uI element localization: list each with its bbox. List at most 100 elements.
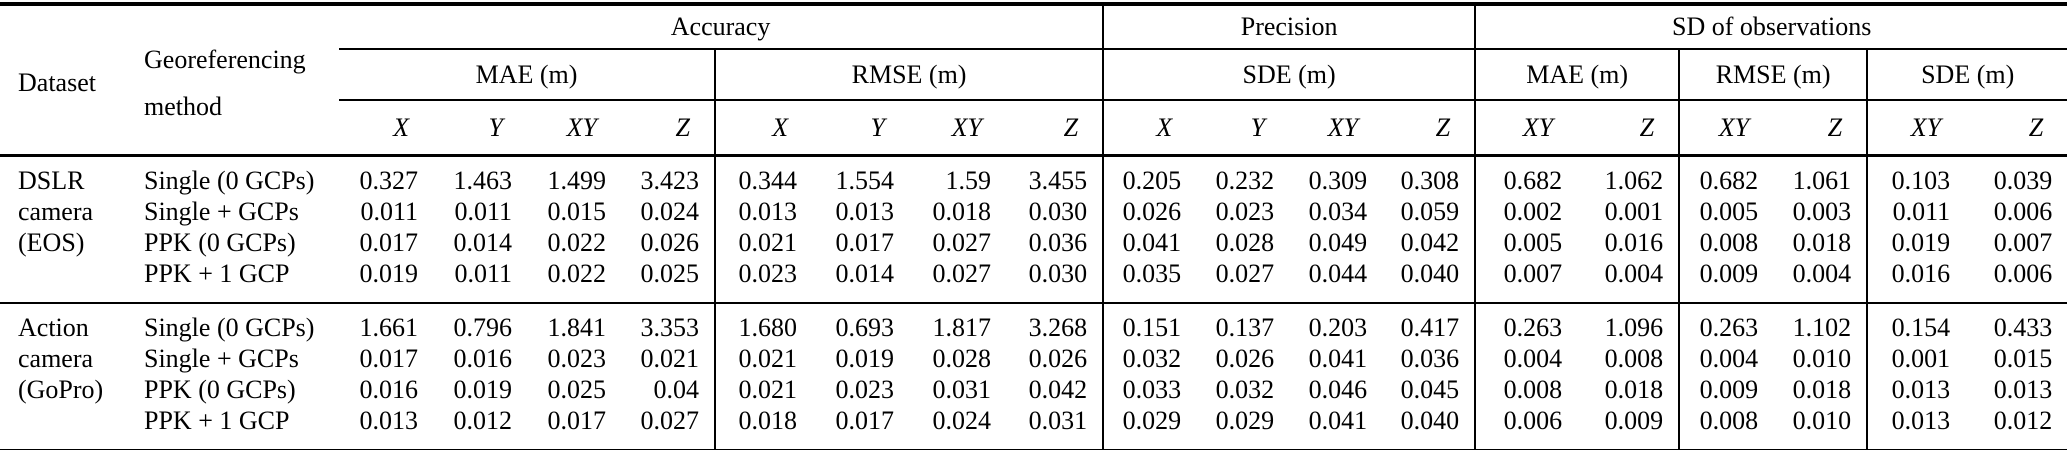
value-cell: 0.008: [1474, 374, 1578, 405]
value-cell: 0.041: [1102, 227, 1197, 258]
table-row: PPK + 1 GCP 0.019 0.011 0.022 0.025 0.023 0.01…: [0, 258, 2067, 303]
value-cell: 0.029: [1215, 406, 1275, 435]
value-cell: 0.006: [1474, 405, 1578, 450]
axis-header: Z: [621, 100, 715, 157]
axis-header: Z: [1006, 100, 1104, 157]
value-cell: 0.008: [1604, 344, 1664, 373]
axis-header: Z: [1382, 100, 1476, 157]
value-cell: 1.661: [339, 302, 433, 343]
value-cell: 0.003: [1792, 197, 1852, 226]
value-cell: 0.005: [1678, 196, 1774, 227]
axis-header: Z: [1965, 100, 2067, 157]
value-cell: 0.327: [359, 166, 419, 195]
value-cell: 0.030: [1028, 197, 1088, 226]
value-cell: 0.011: [360, 197, 418, 226]
value-cell: 0.035: [1102, 258, 1197, 303]
axis-header: Y: [812, 100, 909, 157]
value-cell: 0.017: [835, 406, 895, 435]
value-cell: 0.016: [1866, 258, 1966, 303]
value-cell: 0.036: [1400, 344, 1460, 373]
axis-header: XY: [909, 100, 1006, 157]
table-row: DSLR Single (0 GCPs) 0.327 1.463 1.499 3.423 0…: [0, 155, 2067, 196]
value-cell: 0.059: [1400, 197, 1460, 226]
value-cell: 0.028: [1215, 228, 1275, 257]
value-cell: 0.028: [932, 344, 992, 373]
dataset-label: DSLR: [18, 166, 85, 195]
value-cell: 0.004: [1678, 343, 1774, 374]
method-label: Single (0 GCPs): [144, 166, 315, 195]
dataset-label: [0, 258, 112, 303]
value-cell: 3.423: [640, 166, 700, 195]
axis-header: XY: [527, 100, 621, 157]
table-row: camera Single + GCPs 0.017 0.016 0.023 0.021 0…: [0, 343, 2067, 374]
value-cell: 0.023: [835, 375, 895, 404]
value-cell: 0.017: [359, 228, 419, 257]
value-cell: 0.344: [714, 155, 812, 196]
value-cell: 0.017: [547, 406, 607, 435]
value-cell: 0.263: [1474, 302, 1578, 343]
dataset-label: [0, 405, 112, 450]
value-cell: 0.024: [640, 197, 700, 226]
value-cell: 0.039: [1993, 166, 2053, 195]
value-cell: 0.004: [1792, 259, 1852, 288]
method-label: PPK + 1 GCP: [144, 406, 290, 435]
method-label: Single (0 GCPs): [112, 302, 339, 343]
value-cell: 0.030: [1028, 259, 1088, 288]
value-cell: 0.011: [454, 259, 512, 288]
method-header-line1: Georeferencing: [144, 44, 306, 74]
dataset-label: camera: [18, 197, 94, 226]
value-cell: 0.009: [1678, 374, 1774, 405]
value-cell: 0.024: [932, 406, 992, 435]
col-header-method: Georeferencing method: [112, 4, 339, 157]
value-cell: 0.012: [1993, 406, 2053, 435]
value-cell: 0.013: [1993, 375, 2053, 404]
value-cell: 0.009: [1604, 406, 1664, 435]
value-cell: 0.682: [1474, 155, 1578, 196]
value-cell: 0.004: [1604, 259, 1664, 288]
value-cell: 0.019: [835, 344, 895, 373]
value-cell: 0.433: [1965, 302, 2067, 343]
value-cell: 0.010: [1792, 344, 1852, 373]
value-cell: 0.019: [359, 259, 419, 288]
value-cell: 0.029: [1102, 405, 1197, 450]
value-cell: 0.151: [1102, 302, 1197, 343]
value-cell: 0.046: [1308, 375, 1368, 404]
value-cell: 0.013: [359, 406, 419, 435]
value-cell: 0.682: [1678, 155, 1774, 196]
value-cell: 0.018: [1604, 375, 1664, 404]
value-cell: 0.009: [1678, 258, 1774, 303]
subheader-precision-sde: SDE (m): [1102, 49, 1476, 101]
dataset-label: (GoPro): [18, 375, 104, 404]
value-cell: 0.012: [453, 406, 513, 435]
method-header-line2: method: [144, 91, 222, 121]
value-cell: 0.011: [1866, 196, 1966, 227]
value-cell: 0.018: [1792, 228, 1852, 257]
value-cell: 0.015: [547, 197, 607, 226]
value-cell: 0.309: [1308, 166, 1368, 195]
value-cell: 1.061: [1792, 166, 1852, 195]
value-cell: 0.018: [1792, 375, 1852, 404]
value-cell: 0.045: [1400, 375, 1460, 404]
method-label: PPK + 1 GCP: [144, 259, 290, 288]
dataset-label: camera: [18, 344, 94, 373]
value-cell: 0.007: [1474, 258, 1578, 303]
value-cell: 0.049: [1308, 228, 1368, 257]
dataset-label: (EOS): [18, 228, 85, 257]
value-cell: 0.014: [835, 259, 895, 288]
value-cell: 0.019: [1866, 227, 1966, 258]
table-row: PPK + 1 GCP 0.013 0.012 0.017 0.027 0.018 0.01…: [0, 405, 2067, 450]
value-cell: 0.031: [1028, 406, 1088, 435]
value-cell: 0.021: [640, 344, 700, 373]
value-cell: 0.013: [1866, 405, 1966, 450]
value-cell: 0.016: [1604, 228, 1664, 257]
subheader-sd-sde: SDE (m): [1866, 49, 2067, 101]
value-cell: 0.016: [453, 344, 513, 373]
value-cell: 0.013: [714, 196, 812, 227]
value-cell: 0.154: [1866, 302, 1966, 343]
value-cell: 0.031: [932, 375, 992, 404]
value-cell: 0.032: [1102, 343, 1197, 374]
value-cell: 0.232: [1215, 166, 1275, 195]
value-cell: 3.455: [1028, 166, 1088, 195]
value-cell: 1.680: [714, 302, 812, 343]
value-cell: 0.010: [1792, 406, 1852, 435]
